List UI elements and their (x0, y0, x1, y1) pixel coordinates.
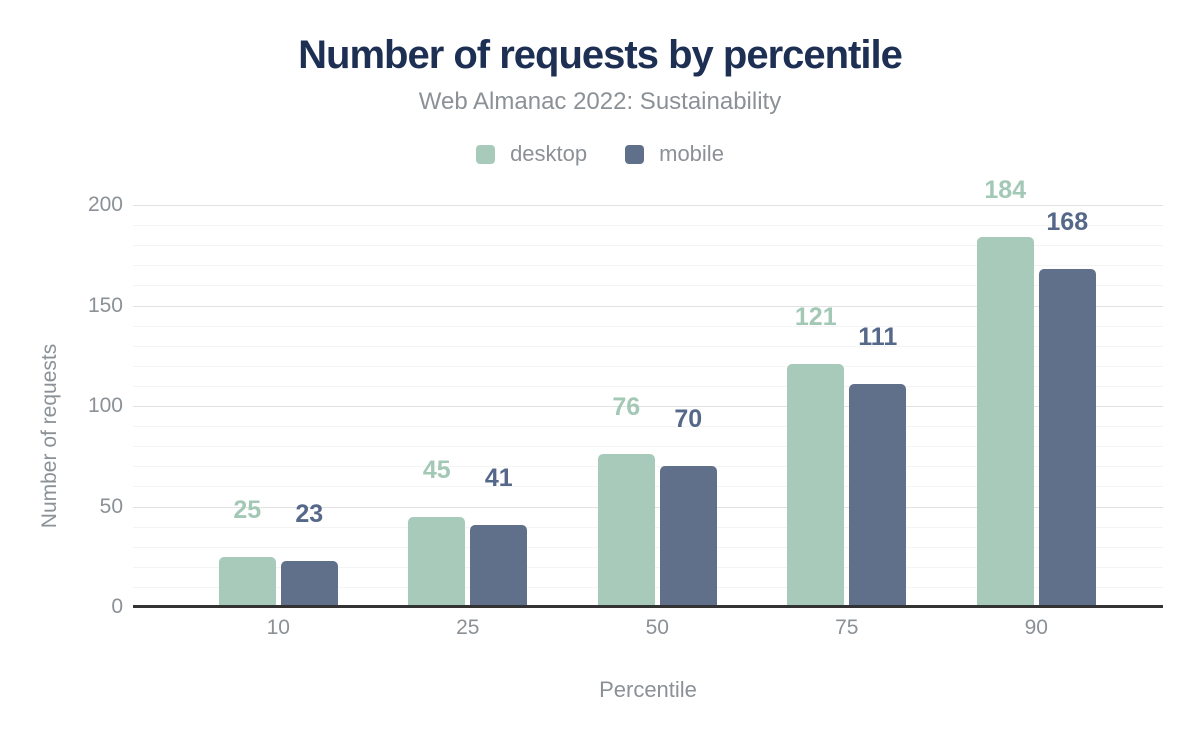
value-label-desktop-p50: 76 (612, 393, 641, 422)
major-gridline (133, 305, 1163, 307)
minor-gridline (133, 265, 1163, 267)
bar-desktop-p90 (976, 237, 1034, 607)
y-tick-label: 0 (111, 595, 123, 618)
value-label-mobile-p90: 168 (1046, 208, 1089, 237)
minor-gridline (133, 245, 1163, 247)
minor-gridline (133, 385, 1163, 387)
minor-gridline (133, 325, 1163, 327)
mobile-legend-label: mobile (659, 141, 724, 166)
x-tick-label: 75 (835, 616, 859, 639)
bar-mobile-p25 (470, 524, 528, 607)
chart-legend: desktop mobile (0, 142, 1200, 166)
value-label-desktop-p90: 184 (984, 176, 1027, 205)
desktop-legend-swatch (476, 144, 496, 164)
x-tick-label: 25 (456, 616, 480, 639)
x-axis-title: Percentile (599, 677, 697, 702)
y-tick-label: 150 (87, 293, 123, 317)
bar-desktop-p10 (218, 556, 276, 607)
value-label-mobile-p75: 111 (858, 322, 898, 351)
bar-mobile-p10 (280, 560, 338, 607)
value-label-mobile-p25: 41 (484, 463, 513, 492)
bar-desktop-p25 (408, 516, 466, 607)
x-axis-line (133, 605, 1163, 608)
value-label-mobile-p50: 70 (674, 405, 703, 434)
legend-item-desktop: desktop (476, 142, 587, 166)
value-label-desktop-p10: 25 (233, 495, 262, 524)
x-tick-label: 90 (1024, 616, 1048, 639)
x-tick-label: 50 (645, 616, 669, 639)
bar-mobile-p90 (1038, 269, 1096, 607)
x-tick-label: 10 (266, 616, 290, 639)
major-gridline (133, 406, 1163, 407)
major-gridline (133, 205, 1163, 206)
value-label-mobile-p10: 23 (295, 499, 324, 528)
value-label-desktop-p25: 45 (422, 455, 451, 484)
bar-mobile-p50 (659, 466, 717, 607)
y-tick-label: 50 (99, 494, 123, 518)
chart-title: Number of requests by percentile (298, 33, 903, 77)
value-label-desktop-p75: 121 (794, 302, 837, 331)
chart-subtitle: Web Almanac 2022: Sustainability (418, 88, 782, 115)
minor-gridline (133, 446, 1163, 448)
minor-gridline (133, 285, 1163, 287)
y-tick-label: 100 (87, 394, 123, 417)
minor-gridline (133, 225, 1163, 227)
minor-gridline (133, 365, 1163, 367)
bar-mobile-p75 (849, 383, 907, 607)
minor-gridline (133, 345, 1163, 347)
y-tick-label: 200 (87, 193, 123, 216)
bar-desktop-p50 (597, 454, 655, 607)
minor-gridline (133, 426, 1163, 428)
bar-desktop-p75 (787, 363, 845, 607)
desktop-legend-label: desktop (510, 141, 588, 166)
mobile-legend-swatch (625, 144, 645, 164)
legend-item-mobile: mobile (625, 142, 724, 166)
